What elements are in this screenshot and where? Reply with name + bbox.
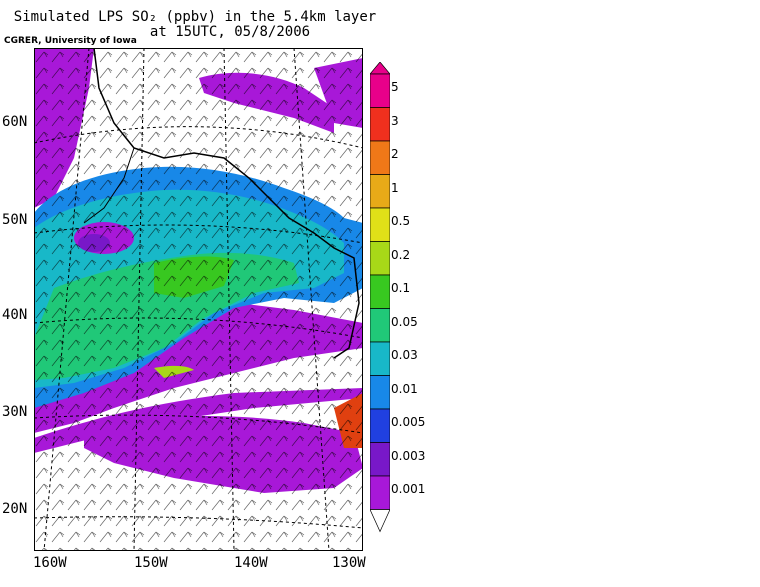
colorbar-swatch — [370, 308, 390, 343]
colorbar-swatch — [370, 375, 390, 410]
colorbar-label: 2 — [391, 147, 399, 161]
lat-label-30N: 30N — [2, 404, 28, 420]
colorbar-swatch — [370, 73, 390, 108]
colorbar-swatch — [370, 107, 390, 142]
colorbar-swatch — [370, 341, 390, 376]
colorbar-label: 0.01 — [391, 381, 418, 396]
colorbar-label: 0.03 — [391, 348, 418, 362]
credit-label: CGRER, University of Iowa — [4, 36, 137, 46]
colorbar-label: 0.5 — [391, 214, 411, 228]
lat-label-20N: 20N — [2, 501, 28, 517]
lon-label-160W: 160W — [33, 555, 67, 571]
map-title-line2: at 15UTC, 05/8/2006 — [149, 24, 311, 40]
lat-label-60N: 60N — [2, 114, 28, 130]
lon-label-140W: 140W — [234, 555, 268, 571]
colorbar-label: 0.1 — [391, 281, 411, 295]
colorbar-bottom-arrow — [370, 509, 390, 533]
lat-label-50N: 50N — [2, 212, 28, 228]
colorbar-swatch — [370, 274, 390, 309]
colorbar-top-arrow — [370, 62, 390, 75]
colorbar-swatch — [370, 174, 390, 209]
colorbar-label: 1 — [391, 180, 399, 195]
colorbar-label: 0.05 — [391, 314, 418, 329]
map-plot — [34, 48, 363, 551]
graticule — [34, 48, 363, 551]
map-title-line1: Simulated LPS SO₂ (ppbv) in the 5.4km la… — [13, 9, 377, 25]
lat-label-40N: 40N — [2, 307, 28, 323]
colorbar-swatch — [370, 442, 390, 477]
colorbar-label: 0.2 — [391, 247, 411, 262]
colorbar-swatch — [370, 207, 390, 242]
colorbar-swatch — [370, 241, 390, 276]
wind-barbs — [34, 48, 363, 551]
colorbar — [370, 62, 390, 533]
colorbar-label: 0.001 — [391, 482, 426, 496]
colorbar-label: 3 — [391, 113, 399, 128]
lon-label-130W: 130W — [332, 555, 366, 571]
colorbar-label: 0.005 — [391, 415, 426, 429]
colorbar-label: 5 — [391, 80, 399, 94]
colorbar-swatch — [370, 140, 390, 175]
colorbar-label: 0.003 — [391, 448, 426, 463]
map-frame — [34, 48, 363, 551]
colorbar-swatch — [370, 408, 390, 443]
lon-label-150W: 150W — [134, 555, 168, 571]
colorbar-swatch — [370, 475, 390, 510]
